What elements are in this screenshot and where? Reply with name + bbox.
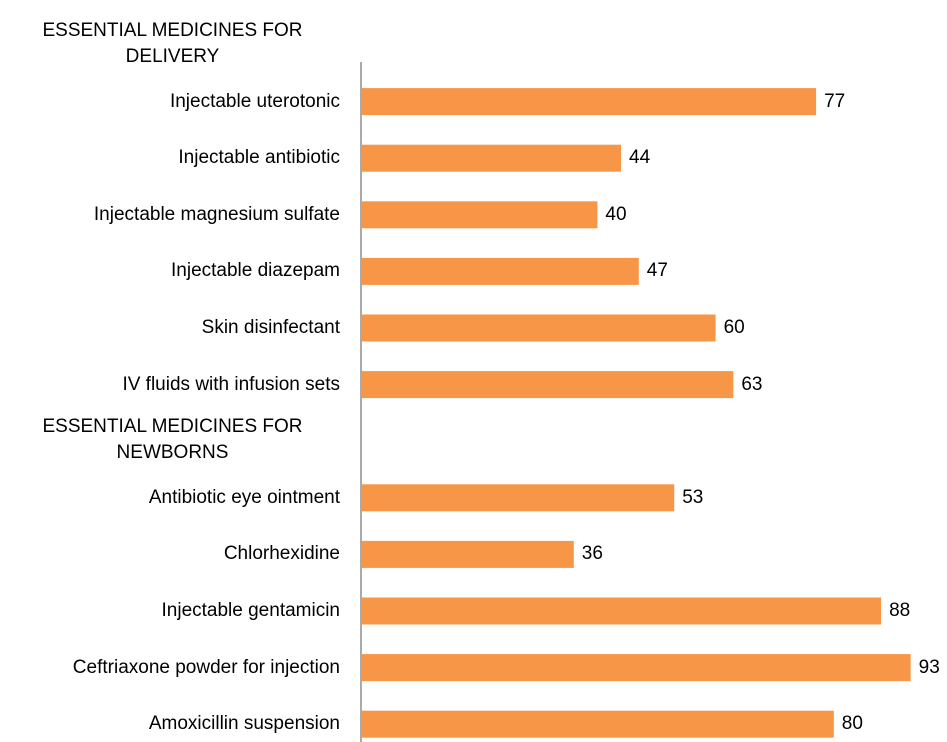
value-label: 88 xyxy=(889,600,911,621)
bar xyxy=(361,484,675,512)
value-label: 36 xyxy=(581,543,603,565)
value-label: 44 xyxy=(629,147,651,169)
value-label: 77 xyxy=(824,90,846,112)
category-label: Injectable uterotonic xyxy=(169,90,340,112)
category-label: Injectable diazepam xyxy=(171,260,340,282)
category-label: Injectable magnesium sulfate xyxy=(93,203,340,225)
value-label: 93 xyxy=(918,656,940,678)
section-header: ESSENTIAL MEDICINES FOR DELIVERY xyxy=(42,20,303,67)
bar xyxy=(361,201,598,229)
bar xyxy=(361,597,882,625)
value-label: 60 xyxy=(723,317,745,338)
bar xyxy=(361,371,734,399)
bar xyxy=(361,710,834,738)
value-label: 80 xyxy=(841,713,863,735)
value-label: 63 xyxy=(741,373,763,395)
category-label: Ceftriaxone powder for injection xyxy=(72,656,340,678)
bar xyxy=(361,257,639,285)
category-label: Skin disinfectant xyxy=(201,317,340,338)
category-label: IV fluids with infusion sets xyxy=(122,373,340,395)
category-label: Injectable gentamicin xyxy=(161,600,341,621)
bar xyxy=(361,314,716,342)
bar xyxy=(361,540,574,568)
bar xyxy=(361,88,817,116)
category-label: Amoxicillin suspension xyxy=(148,713,340,735)
category-label: Injectable antibiotic xyxy=(178,147,340,169)
section-header: ESSENTIAL MEDICINES FOR NEWBORNS xyxy=(42,416,303,464)
value-label: 53 xyxy=(682,486,704,508)
bar xyxy=(361,144,622,172)
value-label: 47 xyxy=(646,260,668,282)
category-label: Chlorhexidine xyxy=(223,543,340,565)
value-label: 40 xyxy=(605,203,627,225)
category-label: Antibiotic eye ointment xyxy=(148,486,340,508)
bar xyxy=(361,654,911,682)
